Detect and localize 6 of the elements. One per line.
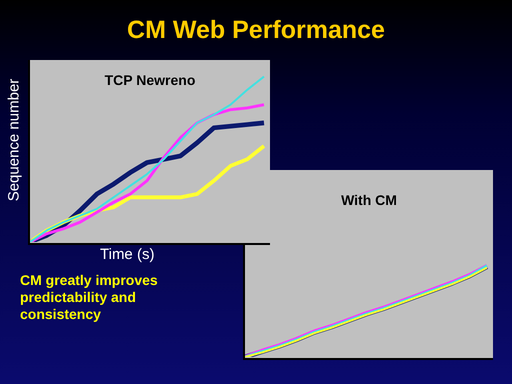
y-axis-title: Sequence number	[6, 78, 22, 202]
chart-title: CM Web Performance	[126, 16, 386, 45]
x-axis-title: Time (s)	[100, 246, 154, 263]
chart-subtitle: TCP Newreno	[104, 72, 196, 88]
chart-title: With CM	[340, 192, 398, 208]
text: CM greatly improves predictability and consistency	[20, 272, 159, 323]
